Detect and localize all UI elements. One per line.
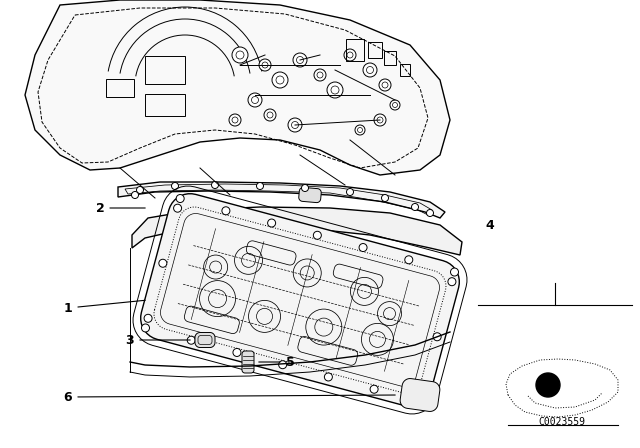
Circle shape	[301, 185, 308, 191]
Circle shape	[222, 207, 230, 215]
Polygon shape	[25, 0, 450, 175]
Circle shape	[288, 118, 302, 132]
Polygon shape	[299, 187, 321, 202]
Circle shape	[314, 69, 326, 81]
Circle shape	[172, 182, 179, 190]
Circle shape	[136, 186, 143, 194]
Circle shape	[346, 189, 353, 195]
Circle shape	[264, 109, 276, 121]
Circle shape	[268, 219, 276, 227]
Text: 3: 3	[125, 333, 190, 346]
Polygon shape	[118, 182, 445, 218]
Polygon shape	[400, 379, 440, 411]
Circle shape	[344, 49, 356, 61]
Circle shape	[363, 63, 377, 77]
Circle shape	[141, 324, 150, 332]
Circle shape	[355, 125, 365, 135]
Circle shape	[314, 231, 321, 239]
Polygon shape	[242, 351, 254, 373]
Circle shape	[324, 373, 332, 381]
Circle shape	[259, 59, 271, 71]
Polygon shape	[195, 332, 215, 348]
Circle shape	[248, 93, 262, 107]
Circle shape	[229, 114, 241, 126]
Circle shape	[412, 203, 419, 211]
Text: 6: 6	[64, 391, 396, 404]
Circle shape	[278, 361, 287, 369]
Circle shape	[419, 388, 426, 396]
Circle shape	[144, 314, 152, 322]
Circle shape	[381, 194, 388, 202]
Circle shape	[233, 349, 241, 357]
Polygon shape	[141, 194, 460, 406]
Circle shape	[416, 397, 424, 405]
Circle shape	[257, 182, 264, 190]
Circle shape	[359, 244, 367, 251]
Circle shape	[211, 181, 218, 189]
Text: 4: 4	[486, 219, 494, 232]
Circle shape	[188, 336, 195, 344]
Circle shape	[293, 53, 307, 67]
Circle shape	[448, 278, 456, 286]
Circle shape	[433, 333, 441, 341]
Circle shape	[536, 373, 560, 397]
Circle shape	[173, 204, 182, 212]
Circle shape	[404, 256, 413, 264]
Circle shape	[131, 191, 138, 198]
Circle shape	[232, 47, 248, 63]
Text: 5: 5	[259, 356, 294, 369]
Circle shape	[426, 210, 433, 216]
Text: 2: 2	[95, 202, 145, 215]
Text: C0023559: C0023559	[538, 417, 586, 427]
Polygon shape	[132, 207, 462, 255]
Text: 1: 1	[63, 300, 145, 314]
Circle shape	[159, 259, 167, 267]
Circle shape	[379, 79, 391, 91]
Circle shape	[176, 194, 184, 202]
Circle shape	[451, 268, 458, 276]
Circle shape	[370, 385, 378, 393]
Circle shape	[272, 72, 288, 88]
Circle shape	[327, 82, 343, 98]
Circle shape	[390, 100, 400, 110]
Circle shape	[374, 114, 386, 126]
